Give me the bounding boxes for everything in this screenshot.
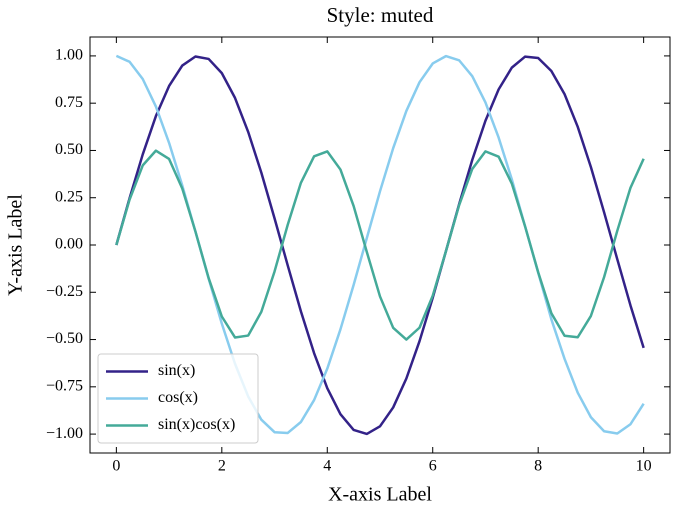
chart-title: Style: muted	[327, 3, 434, 27]
legend-label: sin(x)	[158, 362, 195, 379]
y-tick-label: −0.75	[46, 377, 83, 394]
y-tick-label: 0.00	[55, 236, 83, 253]
line-series	[115, 55, 645, 436]
legend-label: sin(x)cos(x)	[158, 416, 235, 433]
legend-label: cos(x)	[158, 389, 198, 406]
y-axis-label: Y-axis Label	[5, 194, 27, 296]
y-tick-label: −0.50	[46, 330, 83, 347]
x-tick-label: 0	[112, 458, 120, 475]
x-tick-label: 10	[636, 458, 652, 475]
y-tick-label: −1.00	[46, 425, 83, 442]
y-tick-label: 0.25	[55, 188, 83, 205]
x-tick-label: 2	[218, 458, 226, 475]
legend-box	[97, 353, 259, 444]
y-tick-label: −0.25	[46, 283, 83, 300]
plot-frame	[89, 36, 671, 454]
line-series	[115, 149, 645, 341]
y-tick-label: 0.75	[55, 94, 83, 111]
x-tick-label: 4	[323, 458, 331, 475]
x-axis-label: X-axis Label	[328, 484, 432, 506]
x-tick-label: 8	[534, 458, 542, 475]
y-tick-label: 1.00	[55, 47, 83, 64]
x-tick-label: 6	[429, 458, 437, 475]
legend: sin(x)cos(x)sin(x)cos(x)	[97, 353, 259, 444]
y-tick-label: 0.50	[55, 141, 83, 158]
